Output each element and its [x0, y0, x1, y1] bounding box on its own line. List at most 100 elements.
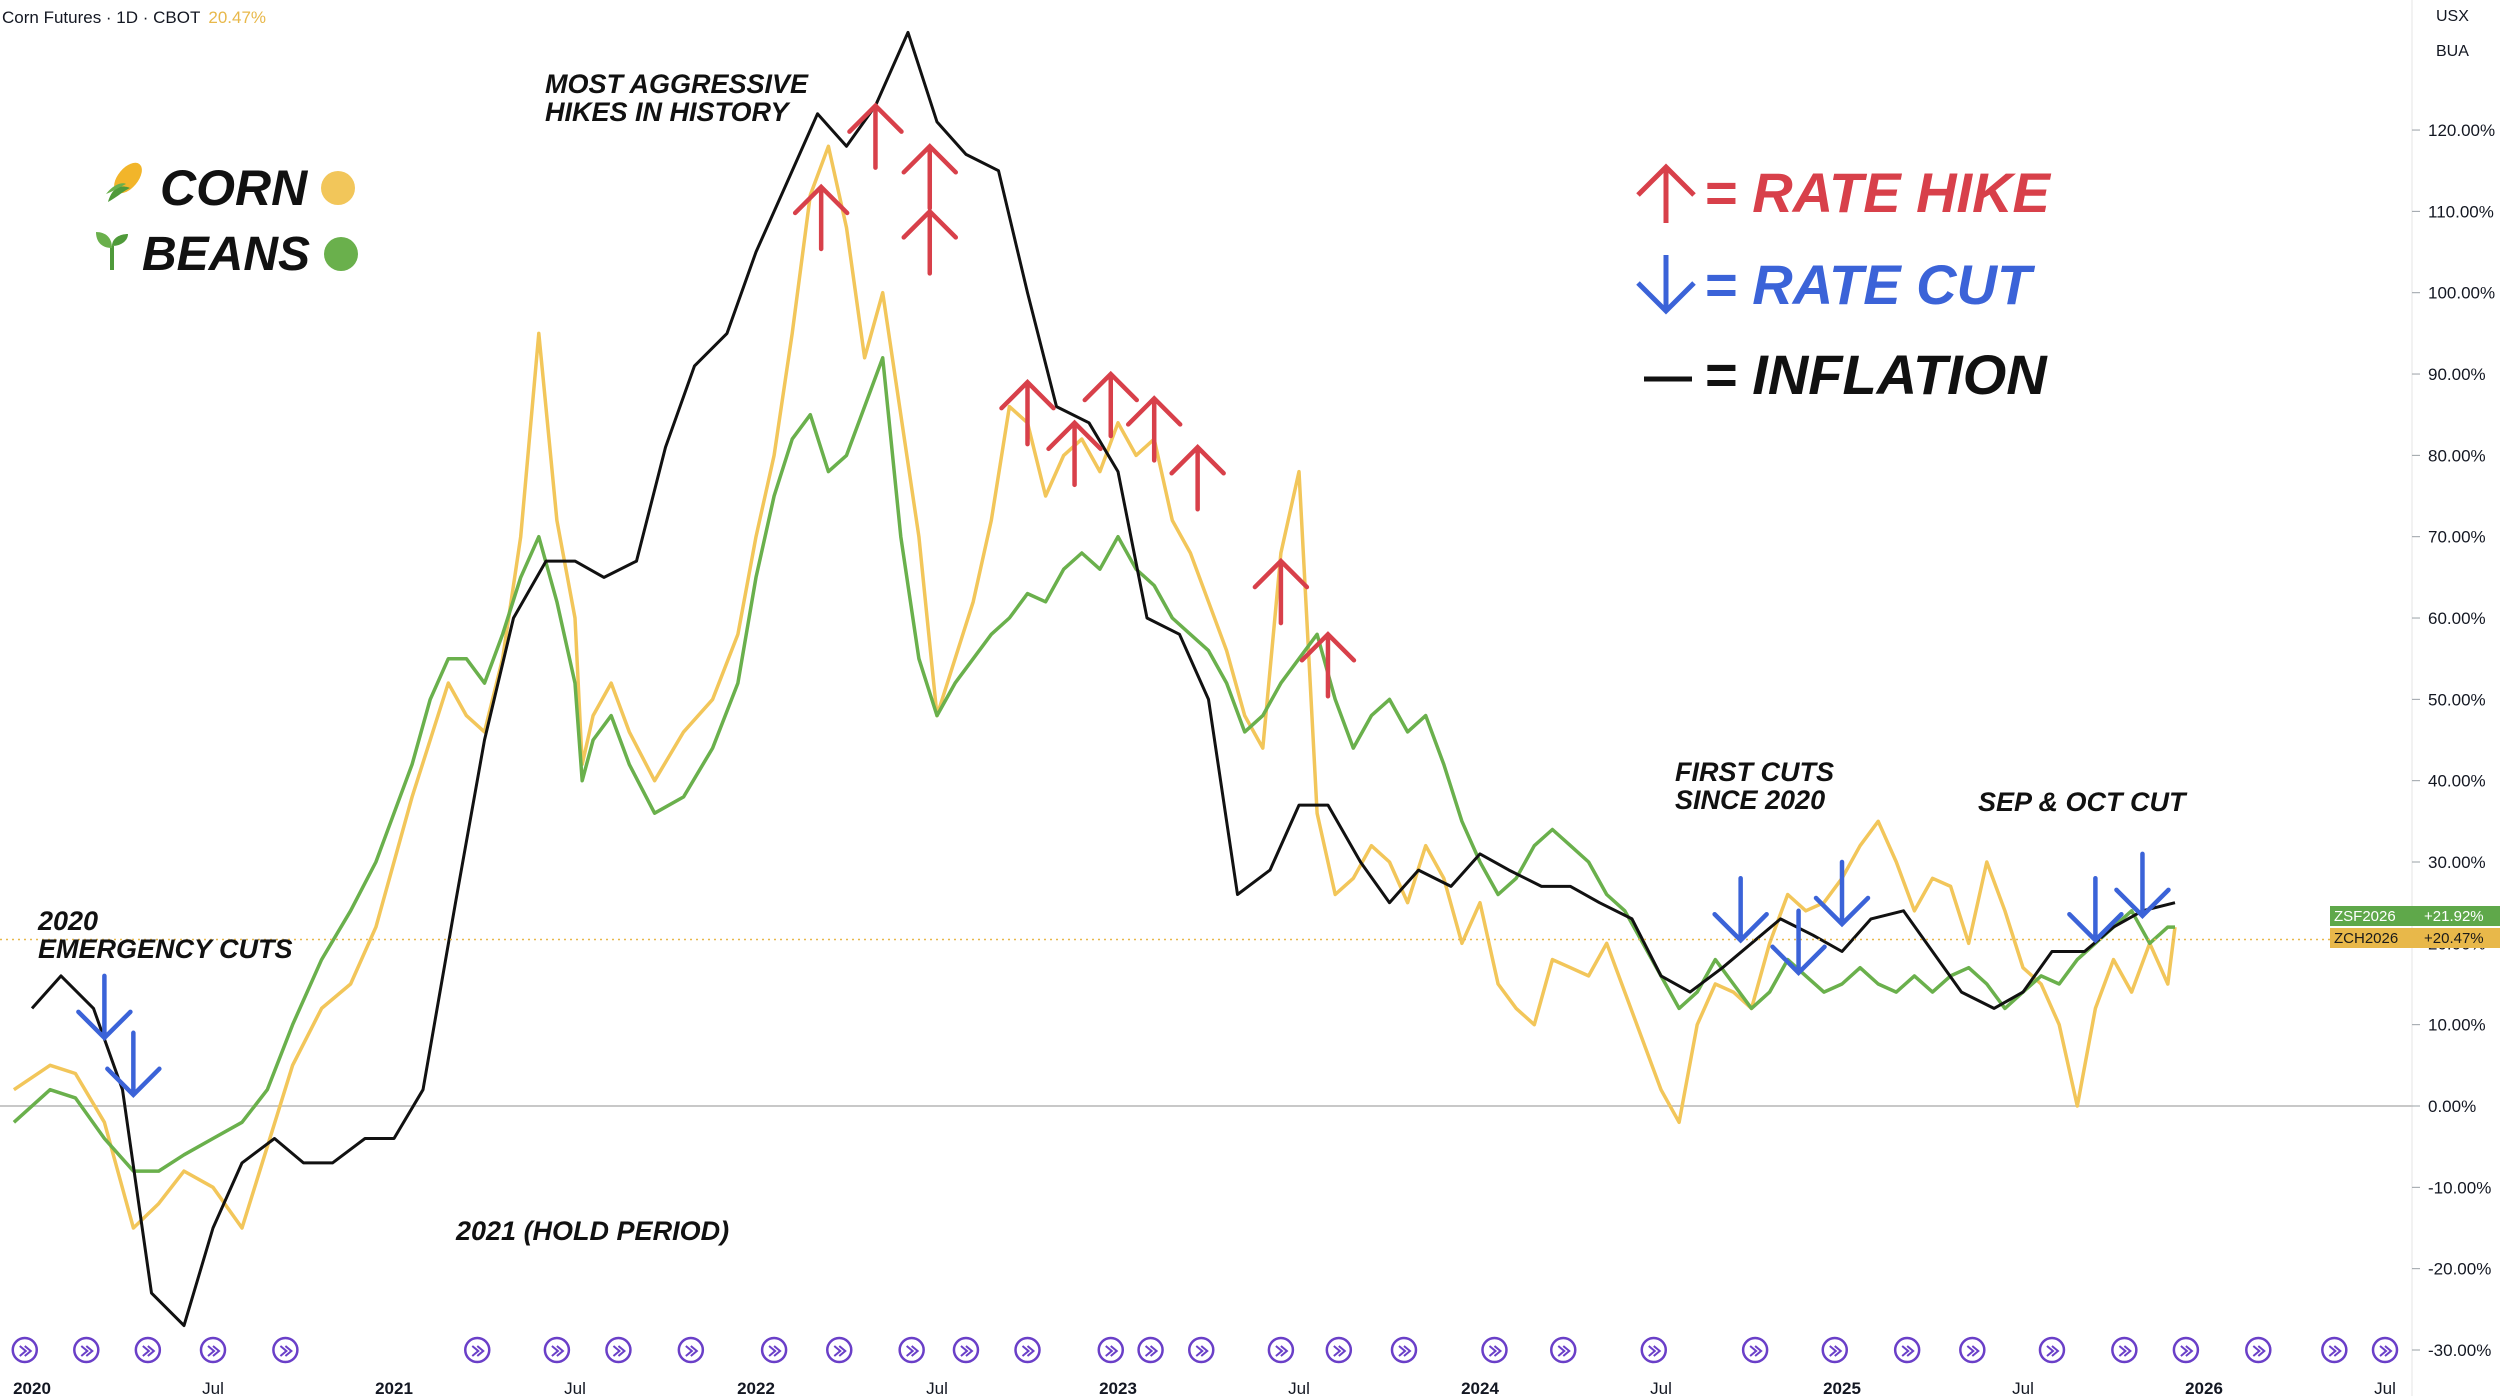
y-tick-label: 30.00%: [2428, 853, 2486, 872]
x-tick-label: Jul: [1650, 1379, 1672, 1396]
x-tick-label: 2024: [1461, 1379, 1499, 1396]
badge-symbol-bg: [2330, 906, 2412, 926]
arrow-up-icon: [1636, 162, 1696, 223]
event-icon: [1741, 1336, 1769, 1364]
event-icon-glyph: [1488, 1345, 1503, 1357]
legend-corn: CORN: [102, 158, 356, 218]
arrow-up-icon: [901, 143, 959, 211]
event-icon-glyph: [1749, 1345, 1763, 1357]
rate-hike-arrow: [1082, 370, 1140, 439]
event-icon: [199, 1336, 227, 1364]
legend-beans: BEANS: [92, 226, 359, 282]
rate-hike-arrow: [847, 102, 904, 170]
arrow-down-icon: [105, 1030, 162, 1098]
event-icon: [1821, 1336, 1849, 1364]
arrow-up-icon: [1125, 395, 1183, 463]
badge-value: +20.47%: [2424, 930, 2484, 947]
note-hold-period: 2021 (HOLD PERIOD): [456, 1216, 730, 1246]
grid-lines: [0, 0, 2413, 1396]
rate-hike-arrow: [1252, 557, 1310, 626]
note-emergency-cuts: 2020 EMERGENCY CUTS: [38, 906, 293, 964]
rate-hike-arrow: [1299, 631, 1357, 699]
arrow-down-icon: [2114, 851, 2171, 920]
event-icon: [1481, 1336, 1508, 1364]
event-icon: [1640, 1336, 1668, 1364]
arrow-up-icon: [999, 378, 1056, 447]
event-icon: [1097, 1336, 1125, 1364]
event-icon: [1188, 1336, 1215, 1364]
change-percent: 20.47%: [208, 8, 267, 27]
rate-hike-arrow: [792, 183, 850, 252]
event-icon: [826, 1336, 853, 1364]
key-rate-cut-label: = RATE CUT: [1704, 253, 2032, 316]
arrow-down-icon: [2067, 876, 2124, 944]
event-icon-glyph: [685, 1345, 699, 1357]
event-icon-glyph: [1557, 1345, 1571, 1357]
arrow-up-icon: [1082, 370, 1140, 439]
arrow-down-icon: [1712, 876, 1769, 944]
currency-label[interactable]: USX: [2436, 8, 2469, 25]
event-icon-glyph: [142, 1345, 156, 1357]
event-icon-glyph: [768, 1345, 782, 1357]
event-icon: [760, 1336, 788, 1364]
rate-hike-arrow: [1169, 444, 1226, 512]
beans-color-dot: [324, 237, 359, 271]
event-icon-glyph: [906, 1345, 920, 1357]
legend-beans-label: BEANS: [142, 227, 311, 281]
rate-cut-arrow: [1770, 908, 1827, 976]
y-tick-label: 70.00%: [2428, 528, 2486, 547]
badge-value: +21.92%: [2424, 908, 2484, 925]
rate-cut-arrow: [2114, 851, 2171, 920]
unit-label[interactable]: BUA: [2436, 43, 2469, 60]
x-tick-label: 2020: [13, 1379, 51, 1396]
arrow-up-icon: [901, 208, 959, 276]
event-icon-glyph: [2180, 1345, 2194, 1357]
y-tick-label: -30.00%: [2428, 1341, 2491, 1360]
event-icon: [1893, 1336, 1921, 1364]
arrow-up-icon: [1252, 557, 1310, 626]
x-tick-label: 2026: [2185, 1379, 2223, 1396]
badge-symbol: ZSF2026: [2334, 908, 2396, 925]
symbol-title[interactable]: Corn Futures · 1D · CBOT: [2, 8, 201, 27]
event-icon-glyph: [1333, 1345, 1347, 1357]
price-badges: ZSF2026 +21.92% ZCH2026 +20.47%: [2330, 906, 2500, 948]
event-icon-glyph: [471, 1345, 485, 1357]
legend-corn-label: CORN: [160, 160, 308, 216]
event-icon: [11, 1336, 39, 1364]
y-tick-label: 90.00%: [2428, 365, 2486, 384]
key-inflation: = INFLATION: [1640, 342, 2047, 407]
event-icon: [1390, 1336, 1418, 1364]
event-icon-glyph: [1966, 1345, 1980, 1357]
series-layer: [0, 30, 2412, 1328]
event-icon-glyph: [1901, 1345, 1915, 1357]
event-icon: [73, 1336, 100, 1364]
corn-line: [12, 144, 2177, 1230]
event-icon-glyph: [2046, 1345, 2060, 1357]
corn-icon: [102, 158, 150, 218]
arrow-up-icon: [1299, 631, 1357, 699]
note-first-cuts: FIRST CUTS SINCE 2020: [1675, 757, 1834, 815]
event-icon-glyph: [2118, 1345, 2132, 1357]
rate-hike-arrow: [1125, 395, 1183, 463]
event-icon-glyph: [833, 1345, 847, 1357]
key-inflation-label: = INFLATION: [1704, 343, 2047, 406]
event-icon-glyph: [80, 1345, 94, 1357]
y-tick-label: 120.00%: [2428, 121, 2495, 140]
y-tick-label: 60.00%: [2428, 609, 2486, 628]
event-icon: [272, 1336, 299, 1364]
event-icon: [1014, 1336, 1041, 1364]
event-icon-glyph: [19, 1345, 33, 1357]
x-tick-label: Jul: [202, 1379, 224, 1396]
event-icon-glyph: [2379, 1345, 2393, 1357]
arrow-down-icon: [1770, 908, 1827, 976]
event-icon-glyph: [1144, 1345, 1159, 1357]
rate-hike-arrow: [901, 208, 959, 276]
y-tick-label: -20.00%: [2428, 1260, 2491, 1279]
key-rate-hike: = RATE HIKE: [1632, 160, 2050, 225]
arrow-up-icon: [847, 102, 904, 170]
event-icon-glyph: [1648, 1345, 1662, 1357]
event-icon: [2371, 1336, 2399, 1364]
event-icon: [898, 1336, 925, 1364]
event-icon-glyph: [612, 1345, 627, 1357]
x-tick-label: Jul: [1288, 1379, 1310, 1396]
